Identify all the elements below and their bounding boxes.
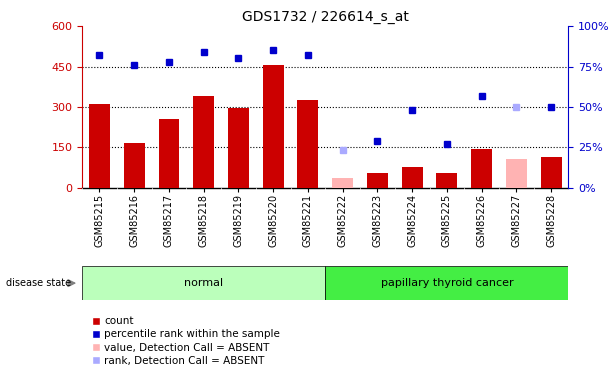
Bar xyxy=(193,96,214,188)
Bar xyxy=(297,100,319,188)
Text: GSM85226: GSM85226 xyxy=(477,194,486,247)
Bar xyxy=(159,119,179,188)
Bar xyxy=(124,143,145,188)
Bar xyxy=(325,266,568,300)
Text: GSM85219: GSM85219 xyxy=(233,194,243,247)
Legend: count, percentile rank within the sample, value, Detection Call = ABSENT, rank, : count, percentile rank within the sample… xyxy=(88,312,284,370)
Bar xyxy=(228,108,249,188)
Text: GSM85225: GSM85225 xyxy=(442,194,452,247)
Text: GSM85217: GSM85217 xyxy=(164,194,174,247)
Text: GSM85220: GSM85220 xyxy=(268,194,278,247)
Text: GSM85218: GSM85218 xyxy=(199,194,209,247)
Text: GSM85222: GSM85222 xyxy=(337,194,348,247)
Text: GSM85224: GSM85224 xyxy=(407,194,417,247)
Bar xyxy=(82,266,325,300)
Bar xyxy=(367,173,388,188)
Bar xyxy=(263,65,283,188)
Bar xyxy=(89,104,110,188)
Text: GSM85228: GSM85228 xyxy=(546,194,556,247)
Bar xyxy=(541,157,562,188)
Text: GSM85221: GSM85221 xyxy=(303,194,313,247)
Text: papillary thyroid cancer: papillary thyroid cancer xyxy=(381,278,513,288)
Bar xyxy=(506,159,527,188)
Text: disease state: disease state xyxy=(6,278,71,288)
Title: GDS1732 / 226614_s_at: GDS1732 / 226614_s_at xyxy=(242,10,409,24)
Text: GSM85227: GSM85227 xyxy=(511,194,522,247)
Bar xyxy=(437,173,457,188)
Bar xyxy=(332,178,353,188)
Text: GSM85223: GSM85223 xyxy=(372,194,382,247)
Bar xyxy=(402,167,423,188)
Bar xyxy=(471,148,492,188)
Text: GSM85216: GSM85216 xyxy=(129,194,139,247)
Text: normal: normal xyxy=(184,278,223,288)
Text: GSM85215: GSM85215 xyxy=(94,194,105,247)
